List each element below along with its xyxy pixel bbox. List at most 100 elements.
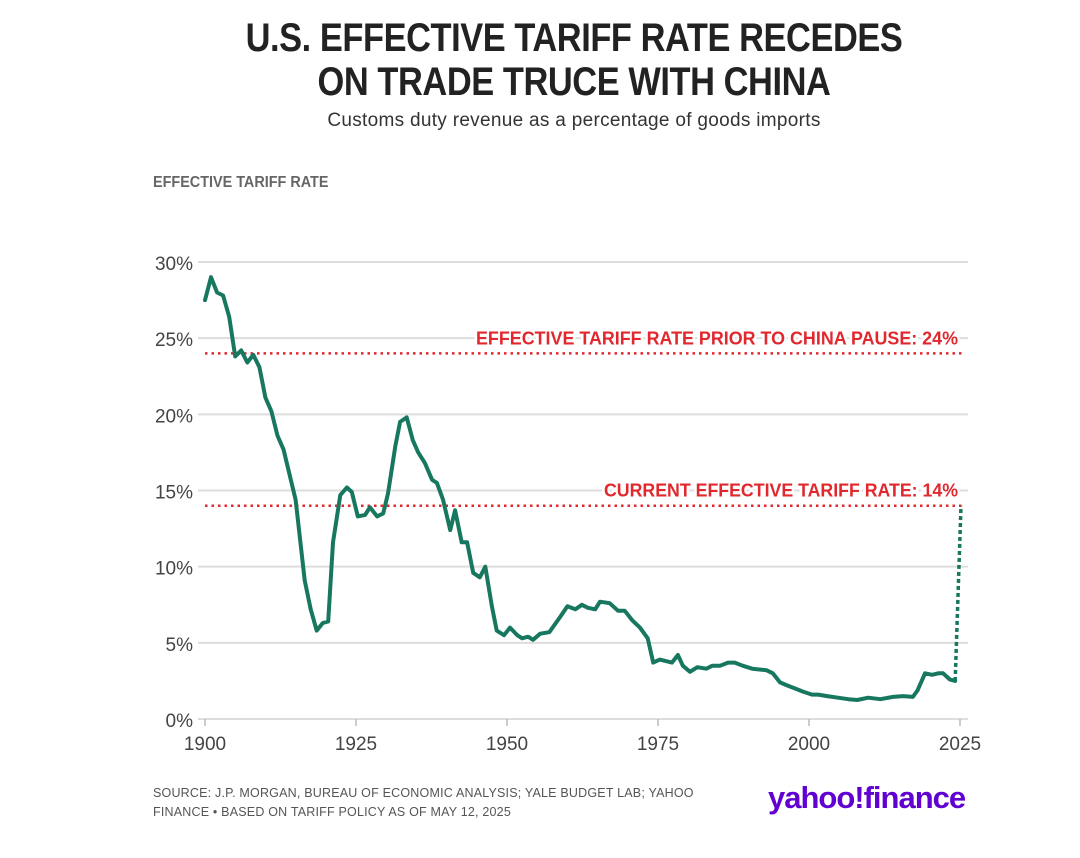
- data-point: [215, 290, 219, 294]
- x-tick-label: 1900: [184, 734, 226, 755]
- data-point: [616, 609, 620, 613]
- x-tick-label: 1925: [335, 734, 377, 755]
- data-point: [547, 630, 551, 634]
- reference-line-label: CURRENT EFFECTIVE TARIFF RATE: 14%: [604, 481, 958, 501]
- source-note: SOURCE: J.P. MORGAN, BUREAU OF ECONOMIC …: [153, 784, 694, 822]
- data-point: [948, 677, 952, 681]
- data-point: [448, 528, 452, 532]
- data-point: [688, 670, 692, 674]
- data-point: [398, 420, 402, 424]
- data-point: [923, 671, 927, 675]
- data-point: [726, 661, 730, 665]
- data-point: [658, 658, 662, 662]
- data-point: [423, 461, 427, 465]
- chart-title-line-2: ON TRADE TRUCE WITH CHINA: [317, 60, 831, 104]
- data-point: [221, 294, 225, 298]
- data-point: [891, 695, 895, 699]
- data-point: [363, 513, 367, 517]
- data-point: [930, 673, 934, 677]
- data-point: [836, 696, 840, 700]
- data-point: [303, 578, 307, 582]
- data-point: [239, 348, 243, 352]
- x-tick-label: 1975: [637, 734, 679, 755]
- data-point: [508, 626, 512, 630]
- data-point: [294, 498, 298, 502]
- data-point: [785, 683, 789, 687]
- data-point: [646, 636, 650, 640]
- data-point: [502, 633, 506, 637]
- data-point: [936, 671, 940, 675]
- data-point: [741, 664, 745, 668]
- data-point: [465, 540, 469, 544]
- data-point: [315, 629, 319, 633]
- data-point: [558, 615, 562, 619]
- yahoo-finance-logo: yahoo!finance: [768, 780, 966, 815]
- data-point: [375, 514, 379, 518]
- data-point: [608, 601, 612, 605]
- data-point: [704, 667, 708, 671]
- source-line-1: SOURCE: J.P. MORGAN, BUREAU OF ECONOMIC …: [153, 786, 694, 800]
- y-tick-label: 0%: [166, 711, 194, 732]
- data-point: [381, 511, 385, 515]
- data-point: [630, 618, 634, 622]
- data-point: [368, 505, 372, 509]
- data-point: [275, 434, 279, 438]
- data-point: [282, 447, 286, 451]
- data-point: [435, 481, 439, 485]
- data-point: [478, 575, 482, 579]
- x-tick-label: 1950: [486, 734, 528, 755]
- projected-rate-dashed-line: [953, 505, 963, 681]
- reference-line-label: EFFECTIVE TARIFF RATE PRIOR TO CHINA PAU…: [476, 328, 958, 348]
- data-point: [801, 690, 805, 694]
- data-point: [251, 353, 255, 357]
- data-point: [471, 571, 475, 575]
- data-point: [750, 667, 754, 671]
- data-point: [623, 609, 627, 613]
- data-point: [651, 661, 655, 665]
- data-point: [816, 693, 820, 697]
- data-point: [356, 514, 360, 518]
- y-tick-label: 5%: [166, 635, 194, 656]
- data-point: [638, 626, 642, 630]
- data-point: [565, 604, 569, 608]
- y-axis-label: EFFECTIVE TARIFF RATE: [153, 174, 329, 191]
- data-point: [309, 607, 313, 611]
- data-point: [586, 606, 590, 610]
- chart-title-line-1: U.S. EFFECTIVE TARIFF RATE RECEDES: [245, 16, 903, 60]
- data-point: [526, 635, 530, 639]
- y-tick-label: 15%: [155, 483, 193, 504]
- data-point: [695, 665, 699, 669]
- data-point: [321, 621, 325, 625]
- data-point: [778, 680, 782, 684]
- y-tick-label: 10%: [155, 559, 193, 580]
- data-point: [245, 361, 249, 365]
- data-point: [810, 693, 814, 697]
- data-point: [269, 409, 273, 413]
- y-tick-label: 25%: [155, 330, 193, 351]
- y-tick-label: 30%: [155, 254, 193, 275]
- data-point: [901, 694, 905, 698]
- data-point: [855, 698, 859, 702]
- data-point: [453, 508, 457, 512]
- data-point: [326, 620, 330, 624]
- data-point: [916, 688, 920, 692]
- data-point: [345, 485, 349, 489]
- data-point: [338, 493, 342, 497]
- data-point: [483, 565, 487, 569]
- data-point: [263, 396, 267, 400]
- data-point: [531, 638, 535, 642]
- data-point: [203, 298, 207, 302]
- chart-subtitle: Customs duty revenue as a percentage of …: [327, 110, 821, 131]
- data-point: [515, 633, 519, 637]
- data-point: [257, 365, 261, 369]
- data-point: [580, 603, 584, 607]
- data-point: [233, 354, 237, 358]
- data-point: [846, 697, 850, 701]
- data-point: [393, 444, 397, 448]
- data-point: [733, 661, 737, 665]
- data-point: [765, 668, 769, 672]
- data-point: [441, 498, 445, 502]
- data-point: [350, 490, 354, 494]
- data-point: [718, 664, 722, 668]
